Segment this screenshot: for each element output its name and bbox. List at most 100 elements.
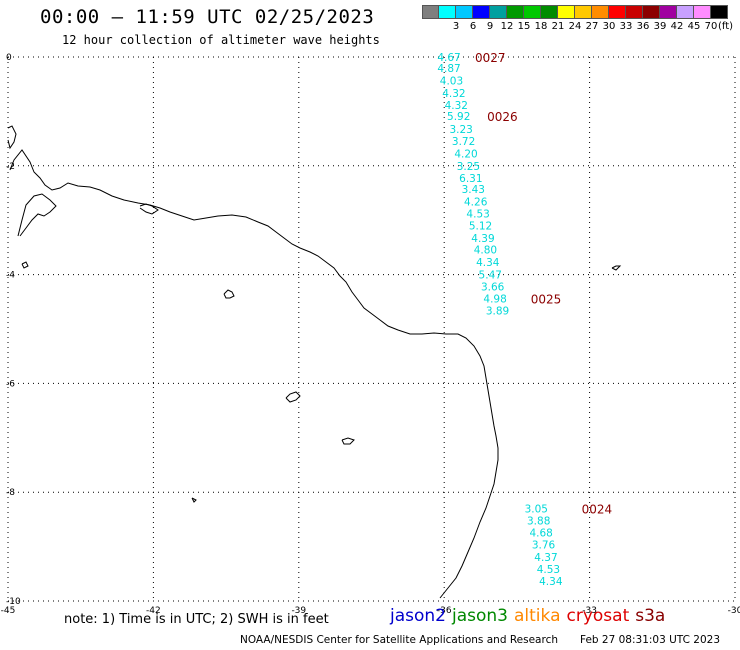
swh-value: 3.66 xyxy=(481,282,505,294)
lon-tick-label: -36 xyxy=(437,606,452,616)
coastline-inland-water xyxy=(17,193,57,237)
island-1 xyxy=(223,289,235,299)
pass-time-label: 0027 xyxy=(475,51,506,65)
scale-swatch xyxy=(490,5,507,19)
scale-swatch xyxy=(524,5,541,19)
map-subtitle: 12 hour collection of altimeter wave hei… xyxy=(62,33,380,47)
lat-tick-label: -4 xyxy=(6,271,15,281)
scale-swatch xyxy=(592,5,609,19)
swh-value: 3.23 xyxy=(449,124,472,136)
credit-line: NOAA/NESDIS Center for Satellite Applica… xyxy=(240,634,558,646)
lat-tick-label: -6 xyxy=(6,379,15,389)
scale-label: 27 xyxy=(585,21,599,32)
coastline-bay xyxy=(139,203,159,215)
swh-value: 4.34 xyxy=(476,257,500,269)
pass-time-labels: 0027 0026 0025 0024 xyxy=(475,51,612,517)
pass-time-label: 0025 xyxy=(531,293,562,307)
lat-tick-label: 0 xyxy=(6,53,12,63)
island-3 xyxy=(341,437,355,445)
scale-label: 9 xyxy=(486,21,494,32)
coastline-mainland xyxy=(9,149,499,599)
satellite-legend-item: jason3 xyxy=(452,606,508,626)
satellite-legend: jason2 jason3 altika cryosat s3a xyxy=(390,606,671,626)
scale-label: 39 xyxy=(653,21,667,32)
lat-tick-label: -10 xyxy=(6,597,21,607)
swh-value: 6.31 xyxy=(459,173,482,185)
generated-timestamp: Feb 27 08:31:03 UTC 2023 xyxy=(580,634,720,646)
swh-value: 5.12 xyxy=(469,221,492,233)
swh-value: 4.37 xyxy=(534,552,557,564)
island-4 xyxy=(611,265,622,271)
scale-swatch xyxy=(456,5,473,19)
scale-label: 24 xyxy=(568,21,582,32)
scale-label: 18 xyxy=(534,21,548,32)
swh-value: 4.26 xyxy=(464,197,488,209)
scale-swatch xyxy=(558,5,575,19)
swh-value: 5.47 xyxy=(479,270,502,282)
scale-swatch xyxy=(507,5,524,19)
swh-value: 4.34 xyxy=(539,576,563,588)
scale-label: 70 xyxy=(704,21,718,32)
scale-label: 12 xyxy=(500,21,514,32)
island-5 xyxy=(21,261,29,269)
axis-tick-labels: -45 -42 -39 -36 -33 -30 0 -2 -4 -6 -8 -10 xyxy=(1,53,740,616)
island-2 xyxy=(285,391,301,403)
wave-height-color-scale xyxy=(422,5,728,19)
scale-swatch xyxy=(541,5,558,19)
scale-swatch xyxy=(660,5,677,19)
scale-swatch xyxy=(473,5,490,19)
swh-value: 4.87 xyxy=(437,63,460,75)
scale-label: 21 xyxy=(551,21,565,32)
lat-tick-label: -8 xyxy=(6,488,15,498)
swh-value: 3.72 xyxy=(452,136,475,148)
swh-value: 3.43 xyxy=(462,184,485,196)
lon-tick-label: -45 xyxy=(1,606,16,616)
swh-value: 4.98 xyxy=(483,294,506,306)
scale-unit: (ft) xyxy=(718,21,734,32)
swh-value: 4.32 xyxy=(442,88,465,100)
swh-value: 4.32 xyxy=(445,100,468,112)
scale-swatch xyxy=(575,5,592,19)
scale-label: 3 xyxy=(452,21,460,32)
map-title: 00:00 – 11:59 UTC 02/25/2023 xyxy=(40,6,375,28)
scale-label: 30 xyxy=(602,21,616,32)
swh-value: 3.89 xyxy=(486,306,509,318)
footer-note: note: 1) Time is in UTC; 2) SWH is in fe… xyxy=(64,612,329,627)
scale-swatch xyxy=(643,5,660,19)
scale-swatch xyxy=(626,5,643,19)
swh-value: 4.80 xyxy=(474,245,497,257)
satellite-legend-item: jason2 xyxy=(390,606,446,626)
swh-value: 4.53 xyxy=(537,564,560,576)
scale-label: 33 xyxy=(619,21,633,32)
satellite-legend-item: s3a xyxy=(635,606,666,626)
island-6 xyxy=(191,497,197,503)
scale-swatch xyxy=(694,5,711,19)
swh-value: 5.92 xyxy=(447,111,470,123)
scale-swatch xyxy=(422,5,439,19)
scale-swatch xyxy=(439,5,456,19)
scale-label: 6 xyxy=(469,21,477,32)
lon-tick-label: -39 xyxy=(291,606,306,616)
coastline xyxy=(7,125,622,599)
coastline-upper-left xyxy=(7,125,17,150)
pass-time-label: 0024 xyxy=(582,503,613,517)
swh-value: 4.67 xyxy=(437,52,460,64)
lon-tick-label: -33 xyxy=(582,606,597,616)
swh-value: 3.05 xyxy=(525,504,548,516)
swh-value: 3.25 xyxy=(457,161,480,173)
scale-label: 15 xyxy=(517,21,531,32)
lat-lon-grid xyxy=(7,56,736,602)
swh-value: 3.76 xyxy=(532,539,556,551)
pass-time-label: 0026 xyxy=(487,110,518,124)
lon-tick-label: -30 xyxy=(728,606,740,616)
scale-swatch xyxy=(677,5,694,19)
swh-value: 4.53 xyxy=(466,209,489,221)
lat-tick-label: -2 xyxy=(6,162,15,172)
scale-label: 36 xyxy=(636,21,650,32)
scale-label: 45 xyxy=(687,21,701,32)
swh-value: 4.03 xyxy=(440,75,463,87)
swh-value: 4.39 xyxy=(471,233,494,245)
altimeter-tracks: 4.674.874.034.324.325.923.233.724.203.25… xyxy=(437,52,562,588)
satellite-legend-item: altika xyxy=(514,606,561,626)
